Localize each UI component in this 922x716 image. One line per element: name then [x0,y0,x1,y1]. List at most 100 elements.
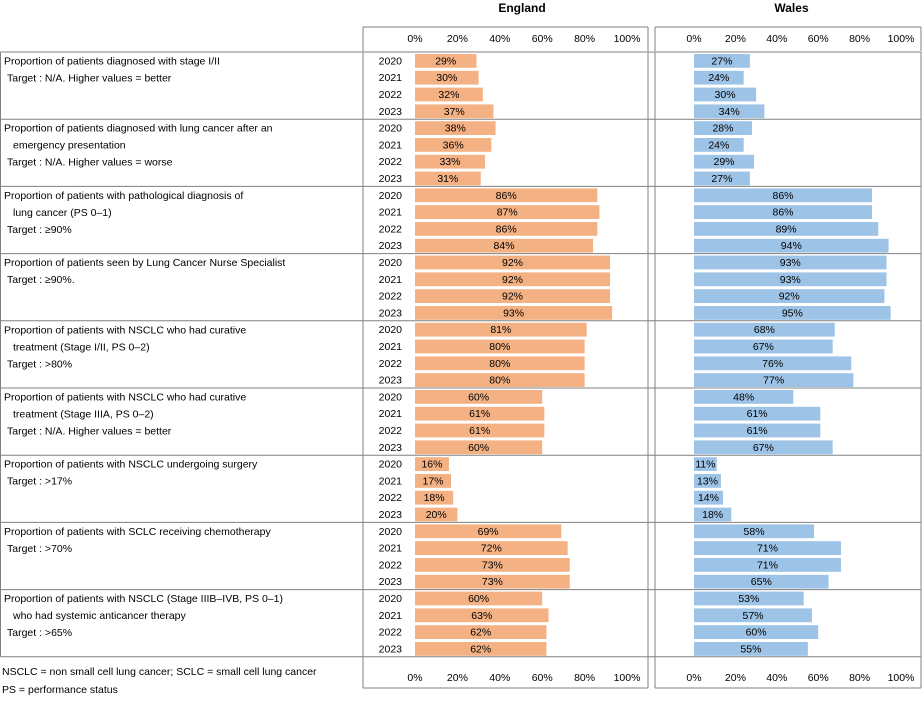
indicator-target: Target : ≥90%. [7,274,75,286]
indicator-label: Proportion of patients diagnosed with lu… [4,123,273,135]
year-label: 2022 [379,627,403,639]
data-label-england: 86% [496,223,517,235]
bar-england [415,507,458,522]
year-label: 2022 [379,559,403,571]
data-label-england: 92% [502,291,523,303]
bar-england [415,574,570,589]
data-label-wales: 57% [742,610,763,622]
year-label: 2020 [379,526,403,538]
bar-england [415,558,570,572]
year-label: 2020 [379,593,403,605]
bar-england [415,356,585,371]
bar-wales [694,87,757,102]
data-label-wales: 24% [708,72,729,84]
data-label-england: 80% [489,375,510,387]
indicator-label: Proportion of patients with NSCLC who ha… [4,392,246,404]
tick-label-bottom-wales: 60% [808,672,829,684]
bar-england [415,138,492,152]
data-label-wales: 94% [781,240,802,252]
year-label: 2021 [379,72,403,84]
indicator-label: Proportion of patients seen by Lung Canc… [4,257,285,269]
bar-wales [694,642,808,656]
data-label-england: 37% [444,106,465,118]
data-label-england: 30% [436,72,457,84]
indicator-label: emergency presentation [13,140,126,152]
data-label-england: 60% [468,593,489,605]
data-label-wales: 93% [780,257,801,269]
bar-england [415,222,598,236]
year-label: 2023 [379,643,403,655]
tick-label-bottom-england: 20% [447,672,468,684]
data-label-wales: 29% [714,156,735,168]
indicator-target: Target : >65% [7,627,72,639]
bar-wales [694,238,889,253]
year-label: 2021 [379,207,403,219]
bar-england [415,373,585,387]
data-label-england: 20% [426,509,447,521]
bar-wales [694,474,721,488]
bar-wales [694,138,744,152]
data-label-wales: 68% [754,324,775,336]
data-label-wales: 67% [753,341,774,353]
data-label-england: 60% [468,391,489,403]
indicator-target: Target : N/A. Higher values = better [7,426,172,438]
panel-title-wales: Wales [774,1,809,15]
year-label: 2023 [379,509,403,521]
year-label: 2023 [379,307,403,319]
data-label-wales: 93% [780,274,801,286]
bar-england [415,625,547,639]
data-label-england: 36% [443,139,464,151]
indicator-target: Target : N/A. Higher values = worse [7,157,173,169]
tick-label-top-england: 0% [407,33,422,45]
data-label-england: 38% [445,123,466,135]
indicator-label: Proportion of patients with NSCLC (Stage… [4,593,283,605]
tick-label-bottom-england: 40% [489,672,510,684]
tick-label-bottom-england: 100% [614,672,641,684]
bar-wales [694,154,755,169]
bar-england [415,406,545,421]
indicator-label: who had systemic anticancer therapy [12,610,187,622]
data-label-wales: 86% [773,207,794,219]
data-label-wales: 11% [695,459,715,471]
tick-label-bottom-wales: 80% [849,672,870,684]
data-label-england: 92% [502,257,523,269]
bar-wales [694,625,819,639]
bar-wales [694,205,873,219]
year-label: 2020 [379,190,403,202]
year-label: 2023 [379,173,403,185]
bar-england [415,255,611,270]
bar-wales [694,255,887,270]
bar-wales [694,289,885,303]
indicator-label: Proportion of patients with SCLC receivi… [4,526,271,538]
year-label: 2023 [379,576,403,588]
bar-wales [694,591,804,606]
bar-wales [694,54,750,68]
data-label-england: 73% [482,559,503,571]
indicator-label: treatment (Stage I/II, PS 0–2) [13,341,150,353]
year-label: 2021 [379,274,403,286]
bar-england [415,440,543,455]
year-label: 2022 [379,89,403,101]
year-label: 2023 [379,106,403,118]
bar-wales [694,524,815,539]
data-label-wales: 77% [763,375,784,387]
data-label-england: 61% [469,425,490,437]
year-label: 2020 [379,55,403,67]
data-label-england: 84% [494,240,515,252]
bar-england [415,490,454,505]
indicator-target: Target : >17% [7,476,72,488]
bar-england [415,87,483,102]
data-label-england: 63% [471,610,492,622]
data-label-england: 16% [421,459,442,471]
data-label-england: 61% [469,408,490,420]
data-label-england: 60% [468,442,489,454]
bar-england [415,238,594,253]
bar-wales [694,457,717,471]
year-label: 2020 [379,257,403,269]
year-label: 2022 [379,156,403,168]
indicator-label: lung cancer (PS 0–1) [13,207,112,219]
data-label-wales: 58% [744,526,765,538]
bar-wales [694,356,852,371]
year-label: 2021 [379,139,403,151]
tick-label-bottom-wales: 40% [766,672,787,684]
